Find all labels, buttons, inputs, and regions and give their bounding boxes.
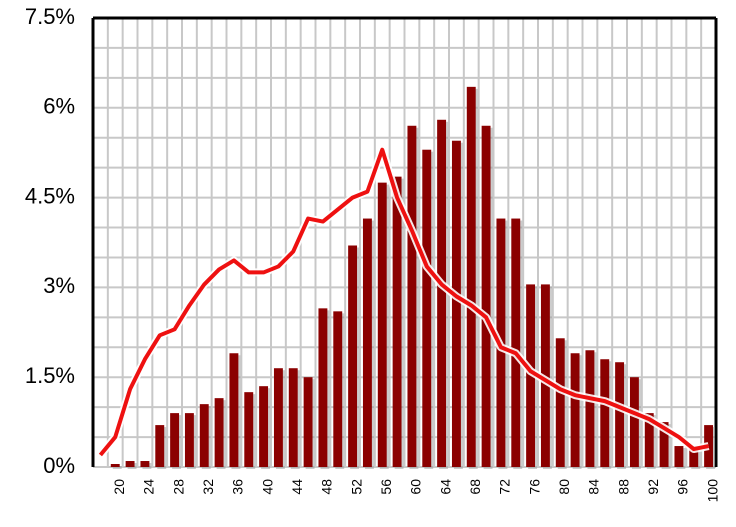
bar [303, 377, 313, 467]
bar [362, 218, 372, 467]
x-tick-label: 40 [259, 479, 275, 495]
y-tick-label: 6% [43, 94, 75, 119]
y-tick-label: 1.5% [25, 363, 75, 388]
bar [199, 404, 209, 467]
x-tick-label: 20 [111, 479, 127, 495]
bar [511, 218, 521, 467]
bar [155, 425, 165, 467]
bar [140, 461, 150, 467]
line [98, 147, 709, 457]
x-tick-label: 88 [615, 479, 631, 495]
x-tick-label: 100 [704, 479, 720, 503]
bar [615, 362, 625, 467]
bar [422, 149, 432, 467]
x-tick-label: 24 [141, 479, 157, 495]
bar [348, 245, 358, 467]
bar [704, 425, 714, 467]
bar [407, 125, 417, 467]
x-tick-label: 64 [437, 479, 453, 495]
bar [659, 422, 669, 467]
bar [629, 377, 639, 467]
bar [689, 446, 699, 467]
bar [333, 311, 343, 467]
bar [600, 359, 610, 467]
x-tick-label: 56 [378, 479, 394, 495]
x-tick-label: 76 [526, 479, 542, 495]
bar [229, 353, 239, 467]
bar [170, 413, 180, 467]
bar [570, 353, 580, 467]
x-tick-label: 52 [348, 479, 364, 495]
bar [481, 125, 491, 467]
bar [392, 176, 402, 467]
x-tick-label: 68 [467, 479, 483, 495]
bar [466, 86, 476, 467]
bar [585, 350, 595, 467]
bar [644, 413, 654, 467]
bar [184, 413, 194, 467]
bar [377, 182, 387, 467]
x-tick-label: 36 [230, 479, 246, 495]
x-tick-label: 92 [645, 479, 661, 495]
bar [555, 338, 565, 467]
y-tick-label: 0% [43, 453, 75, 478]
x-tick-label: 32 [200, 479, 216, 495]
y-tick-label: 4.5% [25, 183, 75, 208]
bar [451, 140, 461, 467]
bar [674, 446, 684, 467]
bar [214, 398, 224, 467]
x-tick-label: 60 [408, 479, 424, 495]
bar [437, 119, 447, 468]
x-tick-label: 28 [170, 479, 186, 495]
bar [273, 368, 283, 467]
x-tick-label: 96 [675, 479, 691, 495]
x-tick-label: 80 [556, 479, 572, 495]
bar-shadow [112, 466, 122, 469]
bar [110, 464, 120, 467]
x-tick-label: 44 [289, 479, 305, 495]
x-tick-label: 48 [319, 479, 335, 495]
y-tick-label: 7.5% [25, 4, 75, 29]
bar [259, 386, 269, 467]
bar [318, 308, 328, 467]
x-tick-label: 72 [497, 479, 513, 495]
bar [244, 392, 254, 467]
y-tick-label: 3% [43, 273, 75, 298]
x-tick-label: 84 [586, 479, 602, 495]
bar [288, 368, 298, 467]
bar [125, 461, 135, 467]
